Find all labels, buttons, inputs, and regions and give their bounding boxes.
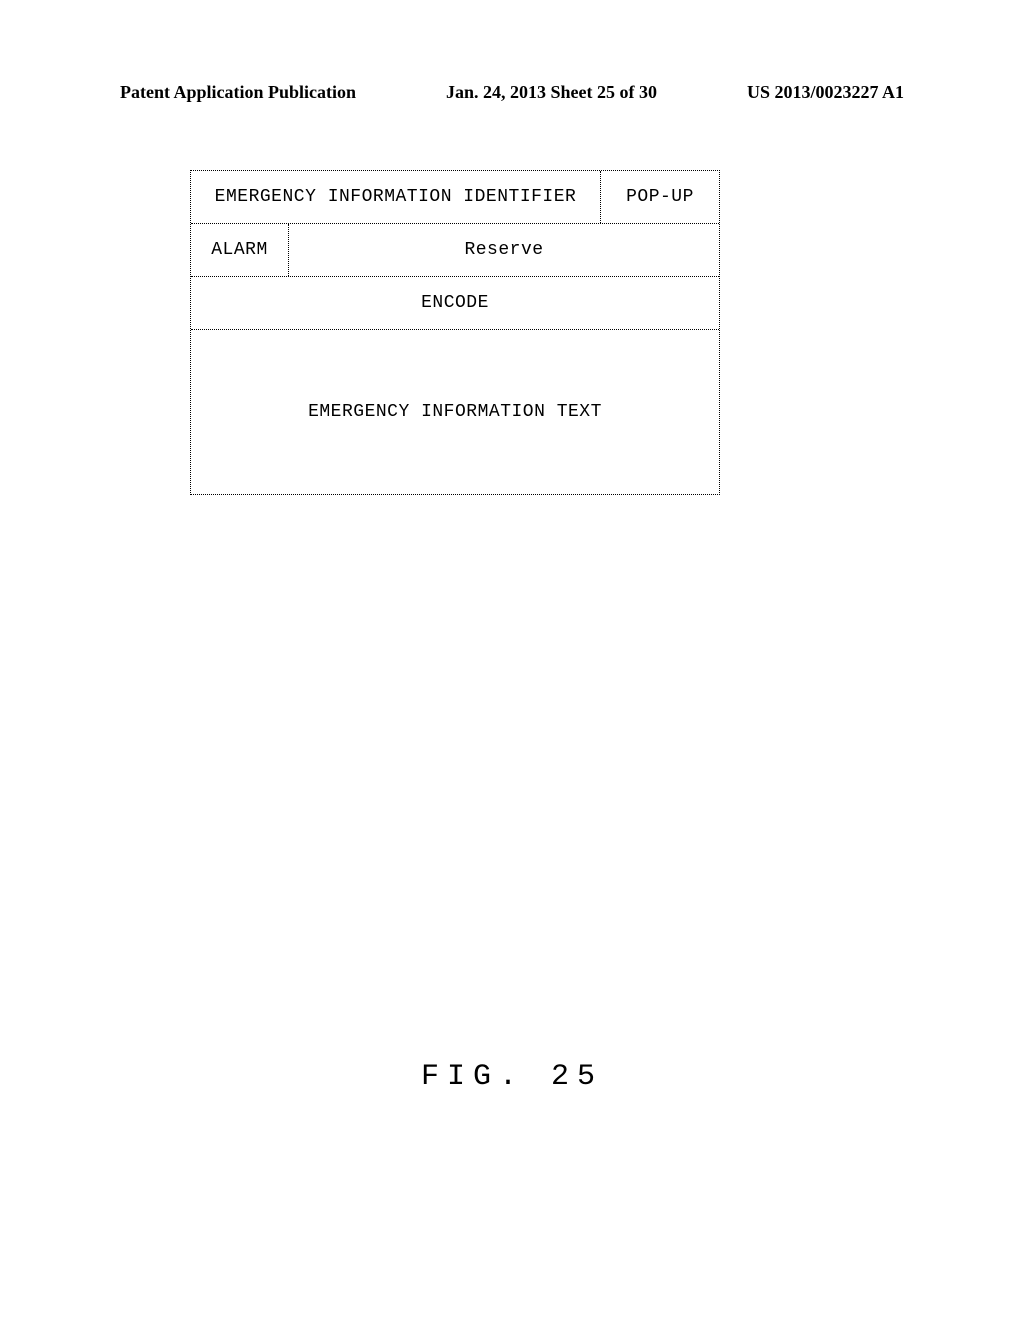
cell-alarm: ALARM [191, 224, 289, 276]
table-row: EMERGENCY INFORMATION IDENTIFIER POP-UP [191, 171, 719, 224]
table-row: ENCODE [191, 277, 719, 330]
figure-label: FIG. 25 [0, 1060, 1024, 1094]
page-header: Patent Application Publication Jan. 24, … [0, 82, 1024, 103]
header-left: Patent Application Publication [120, 82, 356, 103]
cell-popup: POP-UP [601, 171, 719, 223]
table-row: EMERGENCY INFORMATION TEXT [191, 330, 719, 494]
cell-reserve: Reserve [289, 224, 719, 276]
cell-emergency-text: EMERGENCY INFORMATION TEXT [191, 330, 719, 494]
header-center: Jan. 24, 2013 Sheet 25 of 30 [446, 82, 657, 103]
header-right: US 2013/0023227 A1 [747, 82, 904, 103]
cell-emergency-identifier: EMERGENCY INFORMATION IDENTIFIER [191, 171, 601, 223]
table-row: ALARM Reserve [191, 224, 719, 277]
cell-encode: ENCODE [191, 277, 719, 329]
data-structure-diagram: EMERGENCY INFORMATION IDENTIFIER POP-UP … [190, 170, 720, 495]
